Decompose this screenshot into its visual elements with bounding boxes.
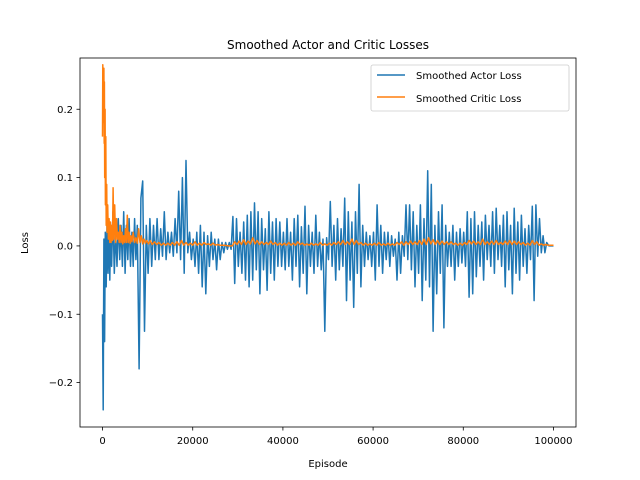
legend: Smoothed Actor Loss Smoothed Critic Loss — [370, 64, 570, 112]
plot-frame — [79, 57, 577, 428]
x-tick-label: 20000 — [177, 436, 209, 447]
x-tick-label: 80000 — [447, 436, 479, 447]
series-layer — [101, 64, 554, 411]
legend-box — [370, 64, 570, 112]
x-tick-label: 40000 — [267, 436, 299, 447]
series-line-critic-loss — [101, 64, 554, 247]
x-axis-label: Episode — [308, 459, 347, 470]
x-tick-label: 0 — [99, 436, 105, 447]
legend-label-actor: Smoothed Actor Loss — [416, 71, 522, 82]
y-tick-label: −0.2 — [49, 378, 73, 389]
series-line-actor-loss — [101, 159, 554, 411]
chart-title: Smoothed Actor and Critic Losses — [227, 38, 429, 52]
legend-label-critic: Smoothed Critic Loss — [416, 94, 521, 105]
x-tick-label: 60000 — [357, 436, 389, 447]
y-tick-label: 0.2 — [57, 105, 73, 116]
x-axis-ticks: 0 20000 40000 60000 80000 100000 — [99, 427, 573, 447]
y-tick-label: 0.0 — [57, 241, 73, 252]
y-axis-ticks: −0.2 −0.1 0.0 0.1 0.2 — [49, 105, 80, 389]
y-tick-label: −0.1 — [49, 310, 73, 321]
y-axis-label: Loss — [20, 232, 31, 254]
y-tick-label: 0.1 — [57, 173, 73, 184]
x-tick-label: 100000 — [534, 436, 572, 447]
